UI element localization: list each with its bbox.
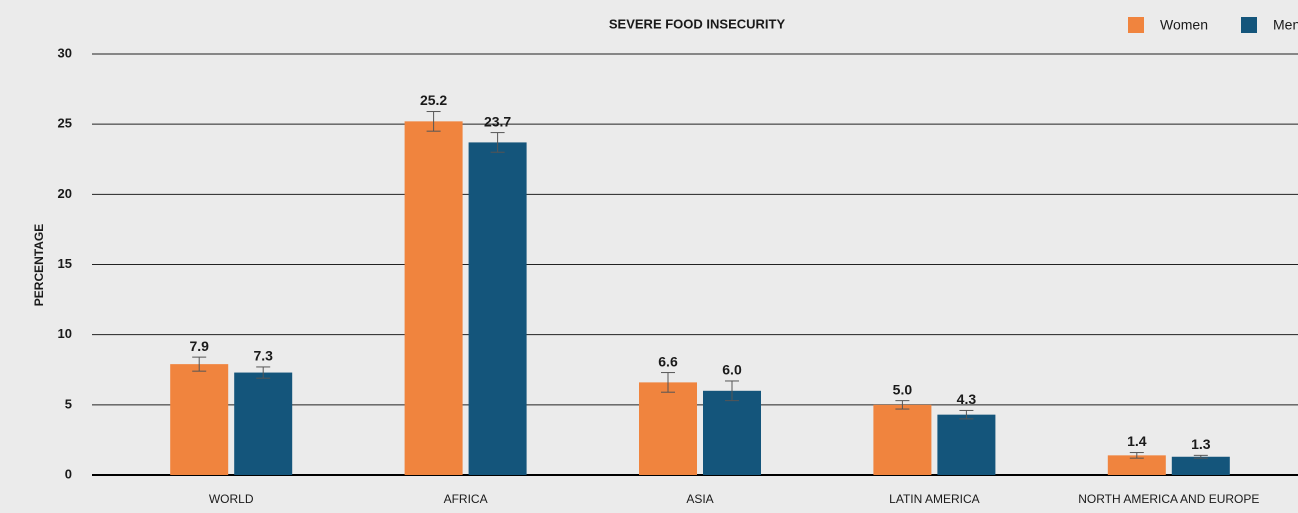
bar [703,390,761,475]
chart-title: SEVERE FOOD INSECURITY [609,16,786,31]
x-tick-label: NORTH AMERICA AND EUROPE [1078,492,1259,506]
y-tick-label: 20 [58,186,72,201]
y-tick-label: 15 [58,256,72,271]
bar [170,364,229,475]
legend-swatch [1241,17,1257,33]
data-label: 6.0 [722,362,742,378]
x-tick-label: ASIA [686,492,713,506]
data-label: 7.9 [189,338,209,354]
data-label: 4.3 [957,391,977,407]
bar [468,142,527,475]
bar [234,372,293,475]
x-tick-label: WORLD [209,492,254,506]
bar [937,414,996,475]
x-tick-label: LATIN AMERICA [889,492,979,506]
data-label: 1.3 [1191,436,1211,452]
legend-label: Women [1160,17,1208,33]
y-tick-label: 0 [65,466,72,481]
data-label: 7.3 [253,348,273,364]
bar [404,121,463,476]
bar [1107,455,1166,475]
y-tick-label: 25 [58,116,72,131]
data-label: 5.0 [893,381,913,397]
bar [1171,456,1230,475]
legend-label: Men [1273,17,1298,33]
y-tick-label: 10 [58,326,72,341]
legend-swatch [1128,17,1144,33]
y-tick-label: 30 [58,45,72,60]
y-tick-label: 5 [65,396,72,411]
data-label: 23.7 [484,113,511,129]
data-label: 1.4 [1127,433,1147,449]
data-label: 25.2 [420,92,447,108]
data-label: 6.6 [658,353,678,369]
bar [873,404,932,475]
y-axis-label: PERCENTAGE [32,224,46,306]
x-tick-label: AFRICA [444,492,488,506]
bar [639,382,697,475]
